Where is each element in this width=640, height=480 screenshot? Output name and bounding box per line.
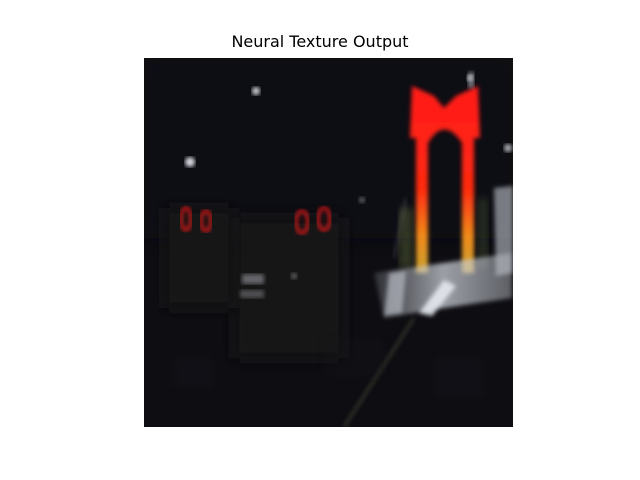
distant-light: [185, 157, 195, 167]
tail-light: [294, 209, 310, 235]
night-scene-render: [144, 58, 513, 427]
figure-title: Neural Texture Output: [231, 32, 409, 51]
vehicle-silhouette: [234, 218, 344, 358]
bridge-tower: [410, 86, 480, 273]
road-surface: [374, 186, 513, 318]
distant-light: [252, 87, 260, 95]
tail-light: [316, 206, 332, 232]
tail-light: [179, 206, 193, 232]
distant-light: [504, 144, 512, 152]
tail-light: [199, 209, 213, 233]
vehicle-silhouette: [164, 208, 234, 308]
neural-texture-image: [144, 58, 513, 427]
